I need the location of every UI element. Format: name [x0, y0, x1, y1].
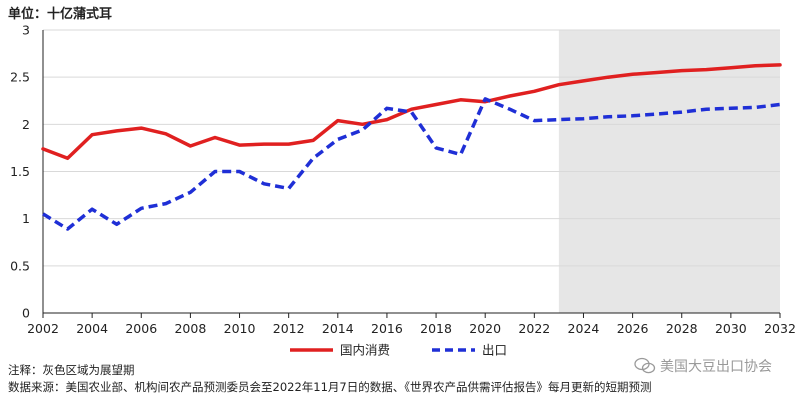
x-tick-label: 2032 — [764, 321, 796, 336]
x-tick-label: 2024 — [568, 321, 600, 336]
line-chart: 00.511.522.53 2002 2004 2006 2008 2010 2012 20… — [10, 23, 796, 337]
x-tick-label: 2022 — [518, 321, 550, 336]
y-tick-label: 0.5 — [10, 258, 30, 273]
gridlines — [43, 29, 780, 267]
y-tick-label: 2 — [22, 117, 30, 132]
series-lines — [41, 63, 782, 231]
x-tick-label: 2030 — [715, 321, 747, 336]
footnote-data-source: 数据来源：美国农业部、机构间农产品预测委员会至2022年11月7日的数据、《世界… — [8, 380, 652, 394]
x-tick-label: 2028 — [666, 321, 698, 336]
x-tick-label: 2012 — [273, 321, 305, 336]
unit-label: 单位：十亿蒲式耳 — [8, 7, 113, 22]
y-tick-label: 1.5 — [10, 164, 30, 179]
legend-label-domestic: 国内消费 — [340, 343, 390, 358]
x-tick-label: 2020 — [469, 321, 501, 336]
y-tick-label: 0 — [22, 306, 30, 321]
legend-label-export: 出口 — [482, 343, 507, 358]
x-tick-labels: 2002 2004 2006 2008 2010 2012 2014 2016 2018 2020… — [27, 313, 796, 336]
x-tick-label: 2016 — [371, 321, 403, 336]
y-tick-label: 2.5 — [10, 70, 30, 85]
watermark-text: 美国大豆出口协会 — [660, 359, 772, 375]
x-tick-label: 2026 — [617, 321, 649, 336]
x-tick-label: 2004 — [76, 321, 108, 336]
wechat-icon — [634, 357, 656, 374]
series-line-domestic-consumption — [41, 63, 782, 161]
y-tick-label: 1 — [22, 211, 30, 226]
axes — [42, 30, 780, 314]
x-tick-label: 2008 — [174, 321, 206, 336]
watermark: 美国大豆出口协会 — [634, 356, 772, 376]
y-tick-labels: 0 0.5 1 1.5 2 2.5 3 — [10, 23, 30, 321]
y-tick-label: 3 — [22, 23, 30, 38]
x-tick-label: 2006 — [125, 321, 157, 336]
x-tick-label: 2002 — [27, 321, 59, 336]
x-tick-label: 2010 — [224, 321, 256, 336]
x-tick-label: 2018 — [420, 321, 452, 336]
series-line-exports — [42, 97, 781, 231]
x-tick-label: 2014 — [322, 321, 354, 336]
legend: 国内消费 出口 — [290, 343, 507, 358]
footnote-shaded-area: 注释：灰色区域为展望期 — [8, 363, 135, 377]
